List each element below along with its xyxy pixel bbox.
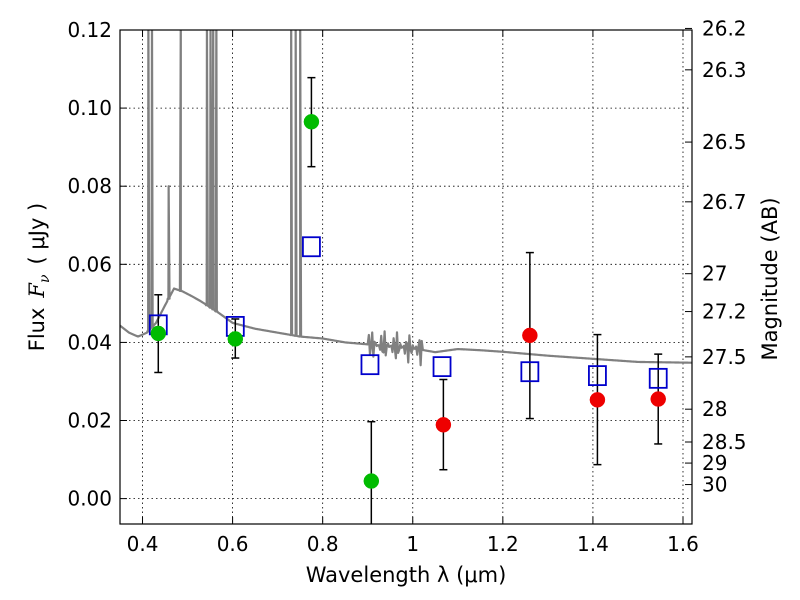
y2-tick-label: 29	[702, 451, 727, 475]
x-tick-label: 1.6	[667, 532, 699, 556]
x-axis-ticks: 0.4 0.6 0.8 1 1.2 1.4 1.6	[127, 30, 699, 556]
error-bars	[154, 76, 663, 524]
y-tick-label: 0.04	[67, 330, 112, 354]
model-photometry-square	[588, 365, 607, 387]
y-tick-label: 0.06	[67, 252, 112, 276]
y-axis-label-unit: ( μJy )	[25, 203, 49, 265]
y-tick-label: 0.08	[67, 174, 112, 198]
model-photometry-square	[520, 361, 540, 383]
x-tick-label: 0.6	[217, 532, 249, 556]
data-markers	[148, 114, 668, 489]
model-photometry-square	[302, 236, 321, 258]
observed-point-red	[589, 392, 606, 408]
x-axis-label: Wavelength λ (μm)	[306, 563, 507, 587]
y2-tick-label: 30	[702, 473, 727, 497]
plot-frame	[119, 29, 693, 525]
observed-point-red	[650, 391, 666, 407]
observed-point-red	[522, 327, 538, 344]
model-photometry-square	[360, 354, 380, 376]
x-tick-label: 0.4	[127, 532, 159, 556]
y-tick-label: 0.02	[67, 409, 112, 433]
y-axis-label-text: Flux	[25, 308, 49, 352]
y2-axis-label: Magnitude (AB)	[758, 197, 782, 360]
model-spectrum	[120, 30, 692, 367]
y2-tick-label: 26.3	[702, 58, 747, 82]
y2-tick-label: 27.2	[702, 300, 747, 324]
model-spectrum-line	[120, 30, 692, 367]
y-tick-label: 0.12	[67, 18, 112, 42]
y2-tick-label: 26.5	[702, 130, 747, 154]
y2-tick-label: 26.7	[702, 190, 747, 214]
x-tick-label: 1.4	[577, 532, 609, 556]
y-axis-label-symbol-sub: ν	[37, 274, 53, 283]
model-photometry-square	[432, 356, 452, 378]
y-axis-ticks: 0.00 0.02 0.04 0.06 0.08 0.10 0.12	[67, 18, 127, 511]
observed-point-red	[435, 417, 452, 433]
x-tick-label: 1	[406, 532, 419, 556]
observed-point-green	[227, 331, 244, 347]
y-tick-label: 0.00	[67, 487, 112, 511]
y2-tick-label: 28.5	[702, 430, 747, 454]
observed-point-green	[363, 473, 380, 489]
y-axis-label: Flux Fν ( μJy )	[25, 203, 53, 351]
y2-tick-label: 26.2	[702, 16, 747, 40]
y2-tick-label: 27.5	[702, 345, 747, 369]
x-tick-label: 0.8	[307, 532, 339, 556]
y2-tick-label: 27	[702, 262, 727, 286]
observed-point-green	[150, 325, 167, 342]
observed-point-green	[303, 114, 320, 130]
y-tick-label: 0.10	[67, 96, 112, 120]
y2-tick-label: 28	[702, 397, 727, 421]
y-axis-label-symbol: F	[25, 282, 49, 299]
x-tick-label: 1.2	[487, 532, 519, 556]
model-photometry-square	[648, 367, 668, 389]
